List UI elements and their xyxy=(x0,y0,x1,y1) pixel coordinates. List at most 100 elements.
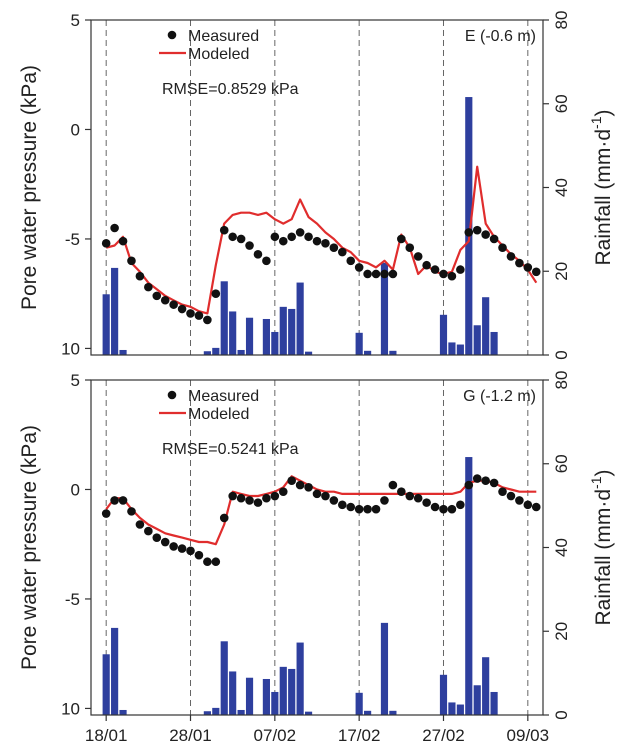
y-tick-label: 5 xyxy=(71,11,80,30)
measured-point xyxy=(110,496,119,505)
y-tick-label: -5 xyxy=(65,230,80,249)
measured-point xyxy=(312,236,322,246)
y2-tick-label: 80 xyxy=(552,11,571,30)
rainfall-bar xyxy=(389,710,397,715)
measured-point xyxy=(329,243,339,253)
measured-point xyxy=(472,225,482,235)
y-tick-label: 0 xyxy=(71,480,80,499)
y2-axis-title-end: ) xyxy=(592,110,615,117)
measured-point xyxy=(523,263,533,272)
measured-point xyxy=(439,504,448,514)
legend-measured-label: Measured xyxy=(188,388,259,405)
measured-point xyxy=(203,557,212,567)
measured-point xyxy=(144,282,153,292)
measured-point xyxy=(194,311,204,320)
legend-measured-marker xyxy=(167,390,177,400)
measured-point xyxy=(472,474,482,483)
rainfall-bar xyxy=(490,331,498,355)
rainfall-bar xyxy=(288,668,296,715)
measured-point xyxy=(203,315,212,325)
measured-point xyxy=(447,504,457,514)
measured-point xyxy=(118,236,128,246)
rainfall-bar xyxy=(212,707,220,715)
y2-tick-label: 80 xyxy=(552,371,571,390)
rainfall-bar xyxy=(439,314,448,355)
measured-point xyxy=(464,480,474,490)
measured-point xyxy=(523,500,533,510)
rainfall-bar xyxy=(296,642,304,715)
measured-point xyxy=(498,487,507,496)
y-tick-label: -5 xyxy=(65,590,80,609)
rainfall-bar xyxy=(237,349,245,355)
legend-modeled-label: Modeled xyxy=(188,46,249,63)
y2-axis-title-superscript: -1 xyxy=(588,116,604,129)
y2-tick-label: 40 xyxy=(552,538,571,557)
measured-point xyxy=(397,487,406,496)
rainfall-bar xyxy=(482,657,490,715)
measured-point xyxy=(110,223,119,233)
measured-point xyxy=(388,480,398,490)
y-axis-title: Pore water pressure (kPa) xyxy=(18,65,41,310)
rainfall-bar xyxy=(119,349,127,355)
rainfall-bar xyxy=(237,709,245,715)
y2-tick-label: 0 xyxy=(552,350,571,359)
measured-point xyxy=(287,232,297,242)
measured-point xyxy=(219,513,229,523)
panel-2: 5 0 -5 10 0 20 40 60 80 18/01 28/01 07/02 17/02 27/02… xyxy=(18,371,615,745)
measured-point xyxy=(135,271,145,281)
measured-point xyxy=(422,498,431,507)
measured-point xyxy=(194,550,204,560)
measured-point xyxy=(270,491,280,501)
measured-point xyxy=(363,504,372,514)
rainfall-bar xyxy=(380,622,389,715)
x-tick-label: 27/02 xyxy=(422,726,465,745)
rainfall-bar xyxy=(304,351,313,355)
rainfall-bar xyxy=(271,691,279,715)
measured-point xyxy=(211,289,221,298)
measured-point xyxy=(262,493,271,503)
measured-point xyxy=(295,228,305,237)
y2-axis-title: Rainfall (mm·d-1) xyxy=(588,470,615,626)
measured-point xyxy=(236,493,246,503)
y2-tick-label: 40 xyxy=(552,178,571,197)
measured-point xyxy=(169,542,178,551)
rainfall-bar xyxy=(229,311,237,355)
rainfall-bar xyxy=(355,692,363,715)
measured-point xyxy=(287,476,297,486)
rainfall-bar xyxy=(220,641,228,715)
rainfall-bar xyxy=(111,267,119,355)
measured-point xyxy=(413,252,423,261)
measured-point xyxy=(447,271,457,281)
measured-point xyxy=(118,496,128,505)
measured-point xyxy=(262,256,271,266)
measured-point xyxy=(236,234,246,244)
y-tick-label: 0 xyxy=(71,120,80,139)
measured-point xyxy=(337,500,347,510)
measured-point xyxy=(430,265,440,274)
measured-point xyxy=(388,269,398,279)
y-tick-label: 5 xyxy=(71,371,80,390)
measured-point xyxy=(531,502,541,512)
measured-point xyxy=(135,520,145,529)
rainfall-bar xyxy=(245,317,254,355)
rainfall-bar xyxy=(262,318,270,355)
rainfall-bar xyxy=(448,702,456,715)
measured-point xyxy=(278,236,288,246)
measured-point xyxy=(312,489,322,499)
measured-point xyxy=(101,509,111,518)
rainfall-bar xyxy=(229,671,237,715)
measured-point xyxy=(413,493,423,503)
y2-tick-label: 20 xyxy=(552,622,571,641)
y2-axis-title: Rainfall (mm·d-1) xyxy=(588,110,615,266)
y-axis-title: Pore water pressure (kPa) xyxy=(18,425,41,670)
rainfall-bar xyxy=(111,627,119,715)
rainfall-bar xyxy=(203,351,211,355)
rainfall-bar xyxy=(296,282,304,355)
rainfall-bar xyxy=(119,709,127,715)
measured-point xyxy=(211,557,221,567)
rainfall-bar xyxy=(465,457,473,715)
measured-point xyxy=(346,256,356,266)
measured-point xyxy=(186,309,195,318)
rainfall-bar xyxy=(245,677,254,715)
measured-point xyxy=(177,544,187,553)
